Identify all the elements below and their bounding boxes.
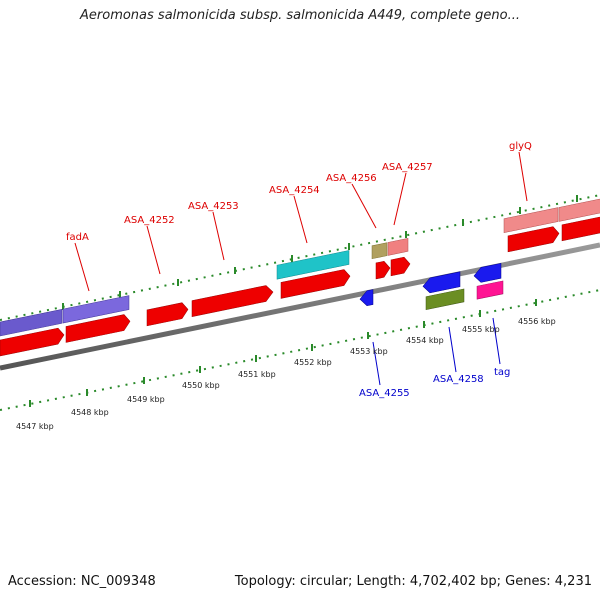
feature-ASA_4253-cds[interactable] (191, 284, 274, 317)
label-leaders (74, 151, 528, 386)
kbp-label-4553: 4553 kbp (350, 347, 388, 356)
feature-ASA_4258-cds[interactable] (422, 271, 461, 295)
feature-ASA_4254-outer[interactable] (276, 250, 350, 280)
feature-ASA_4256-outer[interactable] (371, 242, 388, 260)
accession-text: Accession: NC_009348 (8, 574, 156, 589)
gene-label-ASA_4258[interactable]: ASA_4258 (433, 374, 484, 385)
feature-fadA-outer-2[interactable] (62, 295, 130, 324)
kbp-label-4547: 4547 kbp (16, 422, 54, 431)
gene-label-ASA_4256[interactable]: ASA_4256 (326, 173, 377, 184)
forward-major-ticks (62, 195, 578, 310)
gene-label-fadA[interactable]: fadA (66, 232, 89, 243)
kbp-label-4554: 4554 kbp (406, 336, 444, 345)
feature-tag-cds[interactable] (473, 262, 502, 284)
reverse-tick-track (0, 289, 600, 411)
feature-ASA_4256-cds[interactable] (375, 260, 391, 280)
feature-glyQ-cds[interactable] (507, 225, 560, 253)
feature-glyQ-cds-2[interactable] (561, 215, 600, 242)
feature-ASA_4255-cds[interactable] (359, 289, 374, 308)
gene-label-ASA_4255[interactable]: ASA_4255 (359, 388, 410, 399)
kbp-label-4551: 4551 kbp (238, 370, 276, 379)
gene-label-ASA_4257[interactable]: ASA_4257 (382, 162, 433, 173)
feature-ASA_4257-outer[interactable] (387, 238, 409, 256)
kbp-label-4550: 4550 kbp (182, 381, 220, 390)
feature-ASA_4257-cds[interactable] (390, 256, 411, 277)
feature-fadA-cds[interactable] (0, 327, 65, 357)
feature-ASA_4258-outer[interactable] (425, 288, 465, 310)
gene-label-ASA_4253[interactable]: ASA_4253 (188, 201, 239, 212)
feature-tag-outer[interactable] (476, 280, 504, 300)
forward-tick-track (0, 194, 600, 321)
kbp-label-4549: 4549 kbp (127, 395, 165, 404)
gene-label-ASA_4254[interactable]: ASA_4254 (269, 185, 320, 196)
topology-text: Topology: circular; Length: 4,702,402 bp… (234, 574, 592, 589)
feature-glyQ-outer[interactable] (503, 207, 559, 233)
gene-label-tag[interactable]: tag (494, 367, 510, 378)
feature-glyQ-outer-2[interactable] (558, 197, 600, 222)
feature-fadA-outer[interactable] (0, 308, 63, 337)
gene-label-glyQ[interactable]: glyQ (509, 141, 532, 152)
feature-fadA-cds-2[interactable] (65, 313, 131, 343)
feature-ASA_4252-cds[interactable] (146, 301, 189, 327)
kbp-label-4555: 4555 kbp (462, 325, 500, 334)
kbp-label-4556: 4556 kbp (518, 317, 556, 326)
kbp-label-4552: 4552 kbp (294, 358, 332, 367)
map-title: Aeromonas salmonicida subsp. salmonicida… (80, 8, 520, 23)
kbp-label-4548: 4548 kbp (71, 408, 109, 417)
reverse-major-ticks (29, 299, 537, 407)
feature-ASA_4254-cds[interactable] (280, 268, 351, 299)
gene-label-ASA_4252[interactable]: ASA_4252 (124, 215, 175, 226)
